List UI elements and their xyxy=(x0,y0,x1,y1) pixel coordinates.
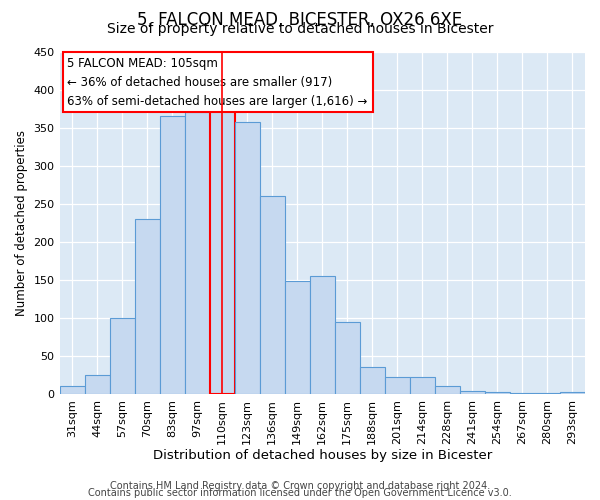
Bar xyxy=(360,368,385,394)
Bar xyxy=(134,219,160,394)
Bar xyxy=(485,392,510,394)
Bar xyxy=(285,282,310,394)
Bar xyxy=(260,196,285,394)
Bar xyxy=(160,116,185,394)
Bar xyxy=(335,322,360,394)
Bar xyxy=(209,108,235,394)
Text: Contains public sector information licensed under the Open Government Licence v3: Contains public sector information licen… xyxy=(88,488,512,498)
Bar xyxy=(535,393,560,394)
Y-axis label: Number of detached properties: Number of detached properties xyxy=(15,130,28,316)
Text: 5, FALCON MEAD, BICESTER, OX26 6XE: 5, FALCON MEAD, BICESTER, OX26 6XE xyxy=(137,11,463,29)
Bar xyxy=(59,386,85,394)
Bar xyxy=(85,375,110,394)
Bar xyxy=(510,393,535,394)
Bar xyxy=(310,276,335,394)
Bar xyxy=(235,122,260,394)
Bar xyxy=(185,112,209,394)
Text: Size of property relative to detached houses in Bicester: Size of property relative to detached ho… xyxy=(107,22,493,36)
Bar xyxy=(410,377,435,394)
Bar xyxy=(435,386,460,394)
Text: Contains HM Land Registry data © Crown copyright and database right 2024.: Contains HM Land Registry data © Crown c… xyxy=(110,481,490,491)
Text: 5 FALCON MEAD: 105sqm
← 36% of detached houses are smaller (917)
63% of semi-det: 5 FALCON MEAD: 105sqm ← 36% of detached … xyxy=(67,56,368,108)
Bar xyxy=(460,391,485,394)
Bar xyxy=(110,318,134,394)
Bar xyxy=(560,392,585,394)
Bar xyxy=(385,377,410,394)
X-axis label: Distribution of detached houses by size in Bicester: Distribution of detached houses by size … xyxy=(152,450,492,462)
